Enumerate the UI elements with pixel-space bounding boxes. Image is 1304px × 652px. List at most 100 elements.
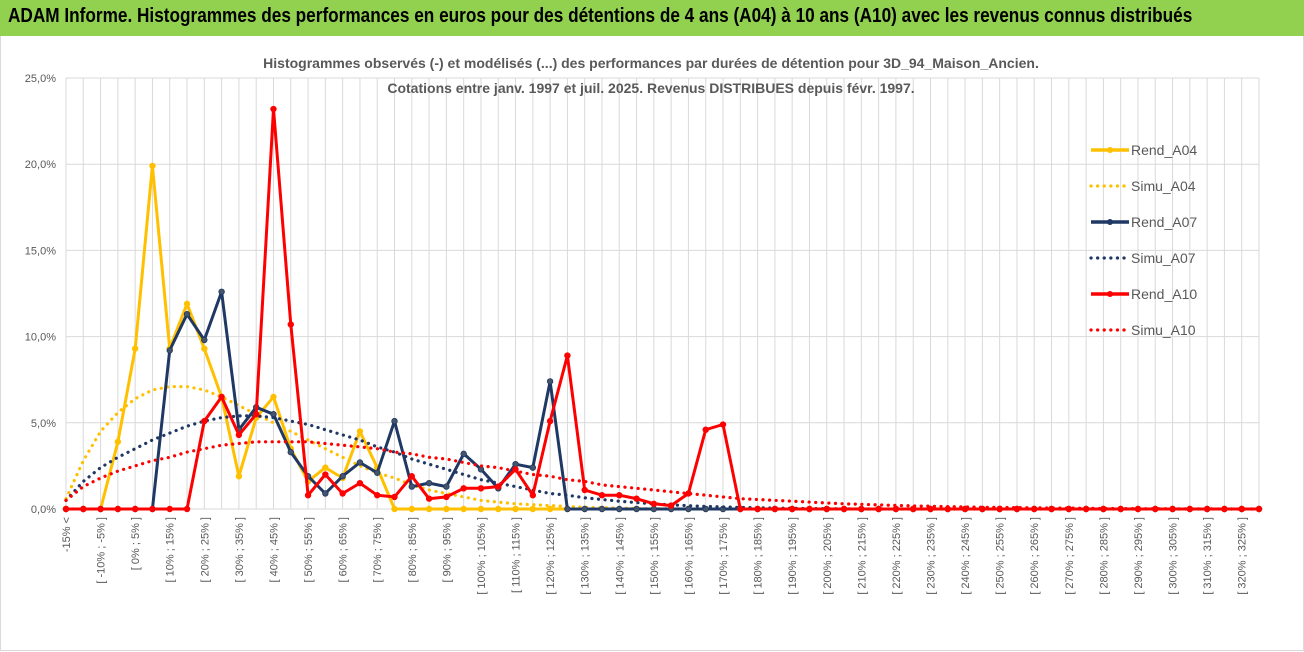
- x-tick-label: [ 140% ; 145% ]: [614, 517, 626, 595]
- point-Rend_A10: [719, 421, 727, 428]
- x-tick-label: [ 110% ; 115% ]: [511, 517, 523, 593]
- point-Rend_A10: [806, 505, 813, 513]
- point-Rend_A07: [201, 336, 208, 344]
- point-Rend_A04: [270, 393, 277, 401]
- point-Rend_A07: [183, 310, 191, 318]
- point-Rend_A07: [581, 505, 588, 513]
- legend-label-Rend_A04: Rend_A04: [1131, 142, 1197, 158]
- point-Rend_A10: [616, 492, 623, 499]
- point-Rend_A04: [131, 345, 139, 352]
- point-Rend_A07: [322, 490, 329, 497]
- chart-title: Histogrammes observés (-) et modélisés (…: [263, 55, 1039, 71]
- point-Rend_A07: [287, 448, 294, 456]
- y-tick-label: 15,0%: [25, 245, 56, 257]
- y-tick-label: 25,0%: [25, 73, 56, 85]
- point-Rend_A10: [667, 502, 675, 509]
- point-Rend_A10: [356, 479, 364, 487]
- point-Rend_A10: [62, 505, 70, 513]
- x-tick-label: [ 250% ; 255% ]: [995, 517, 1007, 595]
- legend-label-Simu_A10: Simu_A10: [1131, 322, 1196, 338]
- point-Rend_A04: [443, 505, 450, 513]
- point-Rend_A10: [840, 505, 848, 513]
- point-Rend_A10: [529, 492, 537, 499]
- point-Rend_A07: [443, 483, 450, 490]
- x-tick-label: [ 190% ; 195% ]: [787, 517, 799, 595]
- point-Rend_A04: [114, 438, 122, 445]
- x-tick-label: [ 20% ; 25% ]: [199, 517, 211, 582]
- point-Rend_A07: [650, 505, 658, 513]
- point-Rend_A10: [374, 492, 381, 499]
- point-Rend_A07: [356, 459, 364, 466]
- x-tick-label: [ 200% ; 205% ]: [822, 517, 834, 595]
- point-Rend_A07: [339, 473, 346, 480]
- point-Rend_A07: [529, 464, 537, 471]
- point-Rend_A04: [425, 505, 433, 513]
- y-tick-label: 0,0%: [31, 504, 56, 516]
- x-tick-label: [ 310% ; 315% ]: [1202, 517, 1214, 595]
- x-tick-label: [ 70% ; 75% ]: [372, 517, 384, 582]
- x-tick-label: [ 40% ; 45% ]: [268, 517, 280, 582]
- point-Rend_A10: [754, 505, 761, 513]
- point-Rend_A07: [374, 469, 381, 476]
- point-Rend_A10: [598, 492, 606, 499]
- series-line-Rend_A04: [66, 164, 1259, 511]
- point-Rend_A04: [477, 505, 485, 513]
- point-Rend_A07: [564, 505, 571, 513]
- point-Rend_A10: [650, 500, 658, 508]
- series-line-Simu_A04: [64, 385, 1261, 511]
- x-tick-label: [ 150% ; 155% ]: [649, 517, 661, 595]
- point-Rend_A10: [80, 505, 87, 513]
- point-Rend_A10: [287, 321, 294, 328]
- point-Rend_A10: [218, 393, 225, 401]
- point-Rend_A07: [616, 505, 623, 513]
- x-tick-label: [ 50% ; 55% ]: [303, 517, 315, 582]
- series-line-Simu_A10: [64, 440, 1261, 511]
- point-Rend_A10: [425, 495, 433, 502]
- legend-label-Simu_A04: Simu_A04: [1131, 178, 1196, 194]
- point-Rend_A10: [443, 493, 450, 501]
- x-tick-label: [ 220% ; 225% ]: [891, 517, 903, 595]
- point-Rend_A10: [927, 505, 934, 513]
- gridlines: [65, 77, 1260, 510]
- report-title: ADAM Informe. Histogrammes des performan…: [8, 5, 1193, 27]
- legend-label-Rend_A07: Rend_A07: [1131, 214, 1197, 230]
- point-Rend_A10: [97, 505, 104, 513]
- point-Rend_A07: [408, 483, 415, 490]
- legend-marker-Rend_A04: [1107, 147, 1113, 153]
- point-Rend_A10: [788, 505, 796, 513]
- point-Rend_A10: [564, 352, 571, 359]
- x-tick-label: [ 120% ; 125% ]: [545, 517, 557, 595]
- point-Rend_A10: [270, 105, 277, 113]
- y-axis-ticks: 0,0% 5,0% 10,0% 15,0% 20,0% 25,0%: [25, 73, 56, 516]
- x-tick-label: [ 210% ; 215% ]: [856, 517, 868, 595]
- point-Rend_A10: [633, 495, 640, 502]
- point-Rend_A07: [546, 378, 554, 385]
- x-tick-label: [ 130% ; 135% ]: [580, 517, 592, 595]
- x-tick-label: [ 160% ; 165% ]: [683, 517, 695, 595]
- y-tick-label: 20,0%: [25, 159, 56, 171]
- point-Rend_A10: [858, 505, 865, 513]
- point-Rend_A04: [460, 505, 467, 513]
- point-Rend_A07: [512, 460, 519, 468]
- x-tick-label: [ 10% ; 15% ]: [165, 517, 177, 582]
- legend: Rend_A04 Simu_A04 Rend_A07 Simu_A07 Rend_A10…: [1089, 142, 1197, 338]
- point-Rend_A10: [339, 490, 346, 497]
- point-Rend_A10: [408, 473, 415, 480]
- point-Rend_A10: [702, 426, 709, 433]
- y-tick-label: 10,0%: [25, 332, 56, 344]
- series-line-Rend_A10: [66, 107, 1259, 511]
- point-Rend_A10: [477, 485, 485, 492]
- point-Rend_A04: [512, 505, 519, 513]
- legend-label-Simu_A07: Simu_A07: [1131, 250, 1196, 266]
- x-tick-label: [ -10% ; -5% ]: [96, 517, 108, 584]
- point-Rend_A04: [322, 464, 329, 471]
- point-Rend_A10: [201, 417, 208, 425]
- series-lines: [62, 105, 1263, 513]
- point-Rend_A04: [529, 505, 537, 513]
- x-tick-label: [ 90% ; 95% ]: [441, 517, 453, 582]
- legend-marker-Rend_A10: [1107, 291, 1113, 297]
- x-tick-label: [ 290% ; 295% ]: [1133, 517, 1145, 595]
- point-Rend_A04: [235, 473, 243, 480]
- point-Rend_A04: [546, 505, 554, 513]
- point-Rend_A10: [235, 431, 243, 439]
